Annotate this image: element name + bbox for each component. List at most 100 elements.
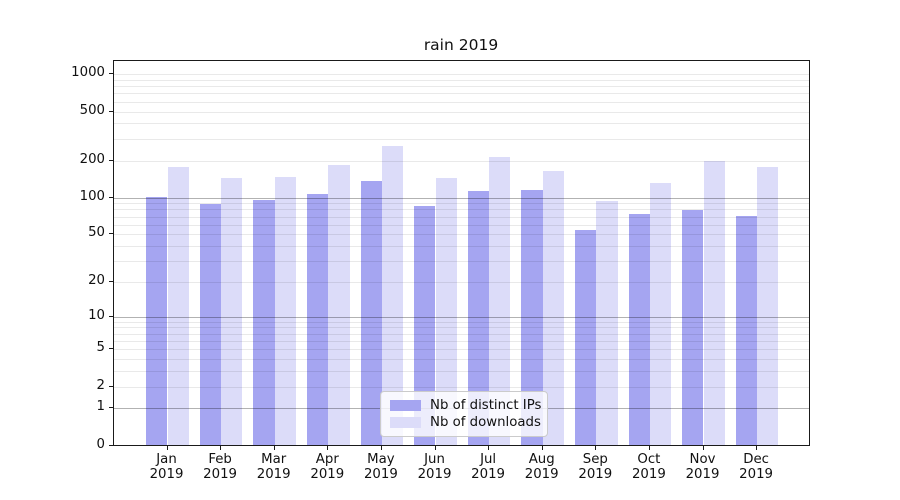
bar-downloads-may xyxy=(381,146,404,445)
bar-downloads-oct xyxy=(649,182,672,445)
x-tick-label-nov: Nov 2019 xyxy=(685,451,720,483)
legend: Nb of distinct IPs Nb of downloads xyxy=(380,391,548,437)
gridline-y-50 xyxy=(114,234,809,236)
y-tick-label-1: 1 xyxy=(96,399,105,415)
bar-distinct-ips-jul xyxy=(467,190,490,445)
bar-downloads-aug xyxy=(542,171,565,445)
bar-downloads-jun xyxy=(435,178,457,445)
gridline-y-400 xyxy=(114,123,809,125)
bar-downloads-sep xyxy=(596,201,618,445)
gridline-y-20 xyxy=(114,281,809,283)
x-tick-label-mar: Mar 2019 xyxy=(256,451,291,483)
legend-label-distinct-ips: Nb of distinct IPs xyxy=(430,397,542,413)
x-tick-jun xyxy=(434,445,436,450)
y-tick-label-10: 10 xyxy=(88,307,105,323)
bar-distinct-ips-mar xyxy=(253,200,275,445)
y-tick-1000 xyxy=(109,73,113,75)
y-tick-1 xyxy=(109,407,113,409)
gridline-y-800 xyxy=(114,86,809,88)
x-tick-dec xyxy=(756,445,758,450)
x-tick-may xyxy=(380,445,382,450)
gridline-y-200 xyxy=(114,160,809,162)
x-tick-aug xyxy=(541,445,543,450)
gridline-y-500 xyxy=(114,111,809,113)
y-tick-10 xyxy=(109,315,113,317)
legend-swatch-downloads xyxy=(390,417,421,429)
x-tick-label-jun: Jun 2019 xyxy=(417,451,452,483)
bar-distinct-ips-aug xyxy=(521,189,543,445)
bar-downloads-dec xyxy=(757,167,779,445)
x-tick-label-aug: Aug 2019 xyxy=(524,451,559,483)
x-tick-nov xyxy=(702,445,704,450)
y-tick-500 xyxy=(109,110,113,112)
gridline-y-40 xyxy=(114,246,809,247)
gridline-y-70 xyxy=(114,216,809,218)
y-tick-label-2: 2 xyxy=(96,377,105,393)
x-tick-jan xyxy=(166,445,168,450)
gridline-y-30 xyxy=(114,261,809,262)
gridline-y-700 xyxy=(114,93,809,95)
gridline-y-7 xyxy=(114,333,809,335)
gridline-y-10 xyxy=(114,316,809,318)
legend-swatch-distinct-ips xyxy=(390,399,421,411)
gridline-y-5 xyxy=(114,349,809,351)
x-tick-oct xyxy=(648,445,650,450)
x-tick-apr xyxy=(327,445,329,450)
gridline-y-4 xyxy=(114,359,809,360)
bar-distinct-ips-nov xyxy=(682,210,704,445)
bar-downloads-mar xyxy=(274,176,297,445)
y-tick-100 xyxy=(109,196,113,198)
gridline-y-80 xyxy=(114,209,809,211)
gridline-y-2 xyxy=(114,386,809,388)
x-tick-jul xyxy=(488,445,490,450)
bar-downloads-feb xyxy=(221,178,243,445)
x-tick-label-apr: Apr 2019 xyxy=(310,451,345,483)
x-tick-label-sep: Sep 2019 xyxy=(578,451,613,483)
gridline-y-8 xyxy=(114,327,809,329)
bar-downloads-jan xyxy=(167,167,189,445)
y-tick-label-0: 0 xyxy=(96,436,105,452)
y-tick-label-1000: 1000 xyxy=(71,65,105,81)
bar-distinct-ips-oct xyxy=(628,213,650,445)
x-tick-label-jan: Jan 2019 xyxy=(149,451,184,483)
gridline-y-300 xyxy=(114,138,809,140)
x-tick-label-jul: Jul 2019 xyxy=(471,451,506,483)
x-tick-feb xyxy=(220,445,222,450)
x-tick-label-may: May 2019 xyxy=(363,451,398,483)
gridline-y-3 xyxy=(114,371,809,372)
y-tick-label-200: 200 xyxy=(79,151,105,167)
y-tick-0 xyxy=(109,444,113,446)
y-tick-200 xyxy=(109,159,113,161)
gridline-y-1000 xyxy=(114,74,809,76)
gridline-y-90 xyxy=(114,203,809,205)
bar-distinct-ips-apr xyxy=(306,194,329,445)
gridline-y-100 xyxy=(114,197,809,199)
y-tick-label-20: 20 xyxy=(88,272,105,288)
y-tick-50 xyxy=(109,233,113,235)
y-tick-20 xyxy=(109,280,113,282)
bar-downloads-jul xyxy=(489,156,511,445)
x-tick-mar xyxy=(273,445,275,450)
bar-downloads-apr xyxy=(328,164,350,445)
bar-distinct-ips-sep xyxy=(574,229,597,445)
bar-distinct-ips-jun xyxy=(414,206,436,445)
bar-downloads-nov xyxy=(703,161,725,445)
gridline-y-60 xyxy=(114,224,809,226)
bar-distinct-ips-feb xyxy=(199,203,222,445)
x-tick-sep xyxy=(595,445,597,450)
bar-distinct-ips-may xyxy=(360,180,382,445)
gridline-y-9 xyxy=(114,321,809,323)
x-tick-label-dec: Dec 2019 xyxy=(739,451,774,483)
chart-title: rain 2019 xyxy=(423,36,499,54)
legend-item-distinct-ips: Nb of distinct IPs xyxy=(390,397,542,413)
gridline-y-900 xyxy=(114,79,809,81)
x-tick-label-oct: Oct 2019 xyxy=(631,451,666,483)
legend-label-downloads: Nb of downloads xyxy=(430,415,541,431)
y-tick-label-500: 500 xyxy=(79,102,105,118)
y-tick-label-100: 100 xyxy=(79,188,105,204)
y-tick-5 xyxy=(109,348,113,350)
y-tick-label-5: 5 xyxy=(96,340,105,356)
x-tick-label-feb: Feb 2019 xyxy=(203,451,238,483)
gridline-y-6 xyxy=(114,340,809,342)
